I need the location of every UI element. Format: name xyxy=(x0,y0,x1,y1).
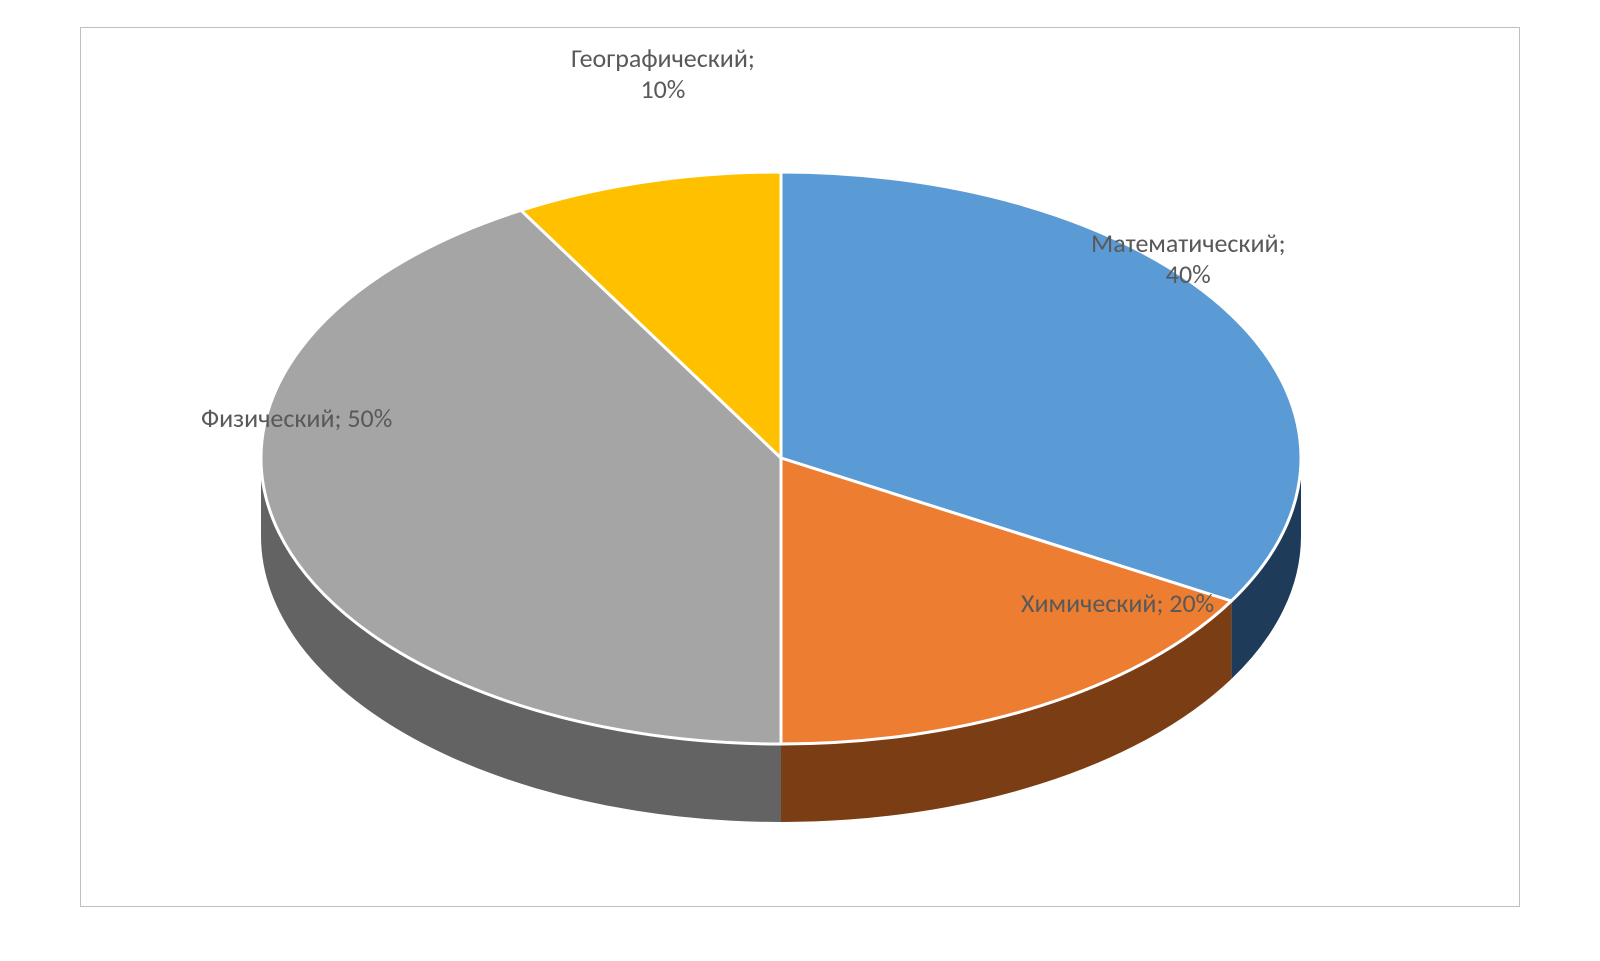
slice-label-math: Математический; 40% xyxy=(1091,228,1286,290)
slice-label-chem: Химический; 20% xyxy=(1021,588,1214,619)
slice-label-geo: Географический; 10% xyxy=(571,43,755,105)
pie-chart: Математический; 40% Химический; 20% Физи… xyxy=(81,28,1519,906)
pie-svg xyxy=(81,28,1521,908)
chart-frame: Математический; 40% Химический; 20% Физи… xyxy=(80,27,1520,907)
slice-label-phys: Физический; 50% xyxy=(201,403,392,434)
